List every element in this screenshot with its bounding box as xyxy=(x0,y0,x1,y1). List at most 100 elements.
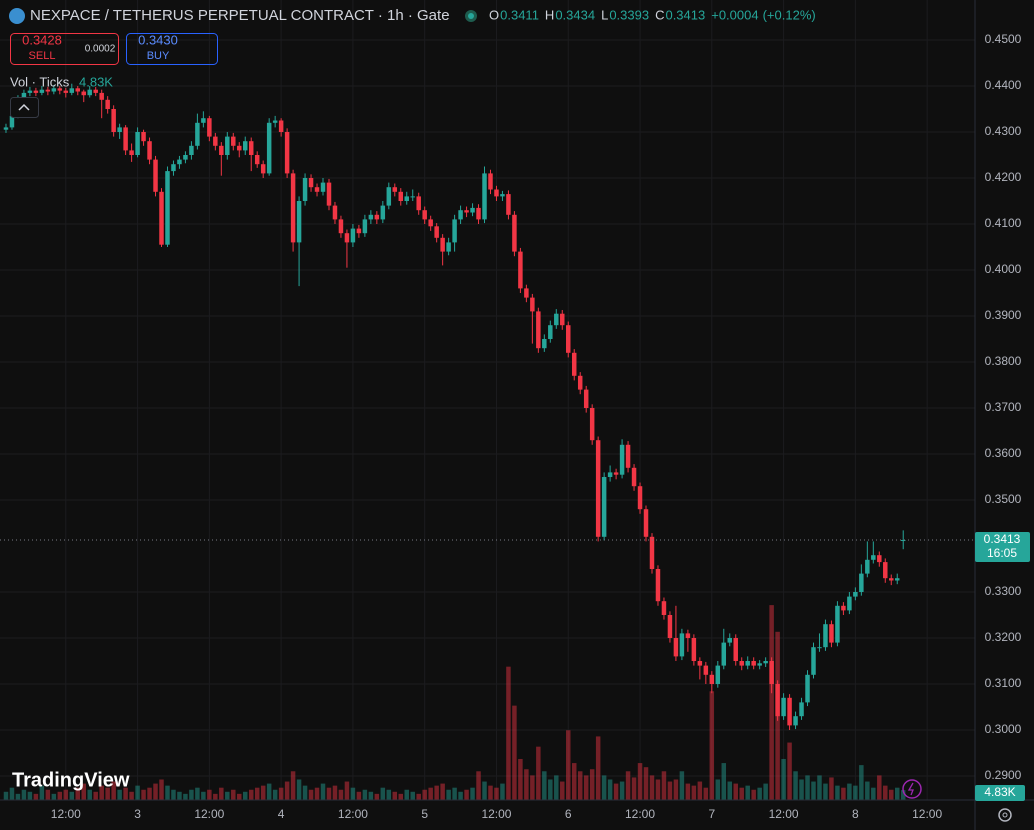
collapse-button[interactable] xyxy=(10,97,39,118)
volume-bar xyxy=(452,787,457,800)
volume-title: Vol · Ticks xyxy=(10,74,70,89)
y-tick-label: 0.4400 xyxy=(985,78,1022,92)
volume-bar xyxy=(524,769,529,800)
candle-body xyxy=(386,187,392,206)
volume-bar xyxy=(601,775,607,800)
candle-body xyxy=(75,88,81,92)
candle-body xyxy=(123,127,128,151)
volume-bar xyxy=(482,781,487,800)
y-tick-label: 0.3300 xyxy=(985,584,1022,598)
candle-body xyxy=(368,214,374,220)
y-tick-label: 0.3600 xyxy=(985,446,1022,460)
candle-body xyxy=(344,233,350,243)
volume-bar xyxy=(847,783,852,800)
candle-body xyxy=(272,120,278,123)
candle-body xyxy=(219,145,224,155)
candle-body xyxy=(51,88,57,92)
candle-body xyxy=(865,559,870,574)
volume-bar xyxy=(51,793,57,800)
candle-body xyxy=(799,702,804,717)
volume-bar xyxy=(27,791,33,800)
candle-body xyxy=(69,88,75,93)
candle-body xyxy=(631,467,637,487)
buy-button[interactable] xyxy=(126,33,218,65)
volume-bar xyxy=(751,789,756,800)
candle-body xyxy=(93,89,98,93)
candle-body xyxy=(422,210,427,220)
volume-bar xyxy=(577,771,583,800)
volume-bar xyxy=(135,785,140,800)
candle-body xyxy=(9,115,15,128)
candle-body xyxy=(356,228,362,234)
volume-bar xyxy=(278,787,284,800)
candle-body xyxy=(314,187,320,192)
volume-bar xyxy=(428,787,433,800)
candle-body xyxy=(518,251,523,289)
candle-body xyxy=(177,159,182,165)
candle-body xyxy=(290,173,296,243)
candle-body xyxy=(266,122,272,174)
volume-bar xyxy=(81,783,86,800)
sell-button[interactable] xyxy=(10,33,119,65)
y-tick-label: 0.3500 xyxy=(985,492,1022,506)
candle-body xyxy=(589,408,595,441)
candle-body xyxy=(231,136,236,146)
candle-body xyxy=(739,661,744,666)
y-tick-label: 0.4200 xyxy=(985,170,1022,184)
candle-body xyxy=(841,605,846,611)
volume-bar xyxy=(829,777,834,800)
volume-bar xyxy=(248,789,254,800)
volume-bar xyxy=(93,791,98,800)
candle-body xyxy=(362,219,368,234)
volume-bar xyxy=(512,705,517,800)
settings-icon-center xyxy=(1002,812,1008,818)
volume-bar xyxy=(871,787,876,800)
candle-body xyxy=(374,214,380,220)
volume-bar xyxy=(607,779,613,800)
volume-bar xyxy=(571,763,577,800)
volume-bar xyxy=(39,785,45,800)
candle-body xyxy=(805,674,810,703)
candle-body xyxy=(751,661,756,666)
candle-body xyxy=(482,173,487,220)
candle-body xyxy=(117,127,122,132)
volume-bar xyxy=(129,791,134,800)
settings-icon[interactable] xyxy=(998,808,1012,822)
x-tick-label: 12:00 xyxy=(481,807,511,821)
volume-bar xyxy=(314,787,320,800)
volume-bar xyxy=(201,791,206,800)
volume-bar xyxy=(739,787,744,800)
volume-bar xyxy=(536,746,541,800)
x-tick-label: 12:00 xyxy=(769,807,799,821)
volume-bar xyxy=(787,742,792,800)
volume-bar xyxy=(745,785,750,800)
candle-body xyxy=(308,178,314,188)
candle-body xyxy=(99,92,104,100)
candle-body xyxy=(894,578,900,581)
volume-bar xyxy=(889,789,894,800)
volume-bar xyxy=(835,785,840,800)
volume-bar xyxy=(183,793,188,800)
candle-body xyxy=(488,173,493,190)
candle-body xyxy=(655,569,661,602)
x-tick-label: 6 xyxy=(565,807,572,821)
alert-icon[interactable] xyxy=(902,779,922,799)
candle-body xyxy=(33,90,39,93)
volume-bar xyxy=(733,783,738,800)
candle-body xyxy=(278,120,284,132)
legend-value: 0.3393 xyxy=(609,7,649,22)
volume-bar xyxy=(398,793,404,800)
volume-last-box xyxy=(975,785,1025,801)
y-tick-label: 0.3200 xyxy=(985,630,1022,644)
candle-body xyxy=(111,109,116,132)
candle-body xyxy=(554,313,559,326)
candle-body xyxy=(57,88,63,91)
volume-bar xyxy=(506,666,511,800)
candle-body xyxy=(147,141,152,160)
volume-bar xyxy=(877,775,882,800)
logo: TradingView xyxy=(12,769,130,791)
volume-bar xyxy=(625,771,631,800)
candle-body xyxy=(476,207,481,220)
candle-body xyxy=(715,665,721,684)
